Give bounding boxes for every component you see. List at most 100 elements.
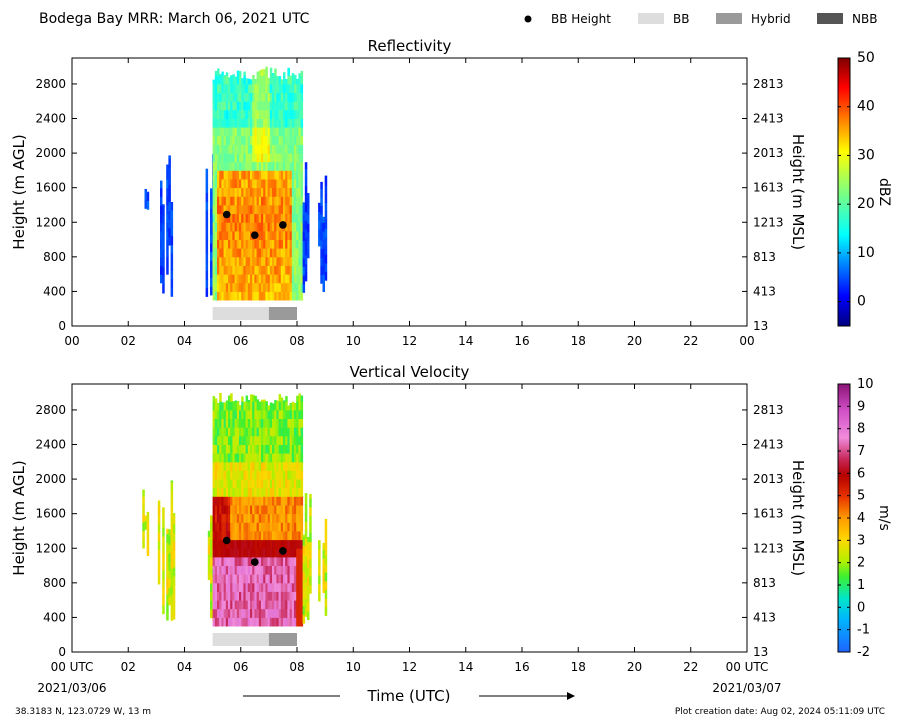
echo-cell (241, 617, 244, 627)
echo-cell (221, 109, 224, 119)
panel-title: Vertical Velocity (350, 363, 470, 381)
x-tick-label: 08 (289, 660, 304, 674)
echo-cell (228, 196, 231, 206)
echo-cell (291, 427, 295, 437)
echo-cell (274, 427, 277, 437)
echo-cell (287, 479, 290, 489)
echo-cell (261, 399, 264, 402)
echo-cell (234, 135, 238, 145)
echo-cell (296, 401, 299, 411)
echo-cell (261, 487, 264, 497)
echo-cell (280, 539, 284, 549)
echo-cell (291, 75, 295, 85)
echo-cell (212, 230, 216, 240)
echo-cell (254, 479, 257, 489)
echo-cell (172, 532, 176, 542)
echo-cell (230, 127, 233, 137)
echo-cell (307, 249, 310, 259)
echo-cell (269, 101, 273, 111)
echo-cell (217, 118, 220, 128)
bb-height-point (279, 221, 287, 229)
echo-cell (236, 256, 240, 266)
echo-cell (285, 453, 288, 463)
echo-cell (212, 582, 216, 592)
echo-cell (265, 161, 268, 171)
echo-cell (298, 239, 301, 249)
echo-cell (214, 274, 218, 284)
echo-cell (280, 274, 284, 284)
echo-cell (241, 582, 244, 592)
echo-cell (296, 531, 299, 541)
echo-cell (322, 549, 325, 559)
echo-cell (243, 522, 246, 532)
echo-cell (223, 196, 227, 206)
echo-cell (170, 611, 174, 621)
echo-cell (223, 291, 227, 301)
echo-cell (261, 222, 264, 232)
echo-cell (232, 556, 235, 566)
echo-cell (239, 479, 242, 489)
echo-cell (265, 144, 268, 154)
echo-cell (230, 531, 233, 541)
echo-cell (267, 282, 271, 292)
echo-cell (223, 435, 227, 445)
echo-cell (212, 427, 216, 437)
echo-cell (212, 531, 216, 541)
echo-cell (168, 184, 171, 194)
echo-cell (217, 470, 220, 480)
echo-cell (232, 127, 235, 137)
echo-cell (212, 539, 216, 549)
echo-cell (236, 153, 240, 163)
y-tick-label: 2800 (35, 77, 66, 91)
echo-cell (241, 239, 244, 249)
echo-cell (219, 274, 222, 284)
x-tick-label: 10 (346, 660, 361, 674)
echo-cell (278, 170, 282, 180)
echo-cell (219, 179, 222, 189)
echo-cell (254, 444, 257, 454)
echo-cell (212, 617, 216, 627)
echo-cell (300, 256, 304, 266)
echo-cell (287, 427, 290, 437)
echo-cell (263, 444, 266, 454)
echo-cell (298, 265, 301, 275)
echo-cell (210, 188, 213, 192)
echo-cell (239, 248, 242, 258)
echo-cell (239, 531, 242, 541)
echo-cell (212, 222, 216, 232)
echo-cell (214, 127, 218, 137)
echo-cell (318, 592, 321, 602)
echo-cell (269, 539, 273, 549)
echo-cell (285, 617, 288, 627)
echo-cell (291, 256, 295, 266)
echo-cell (236, 435, 240, 445)
echo-cell (300, 461, 304, 471)
echo-cell (296, 265, 299, 275)
echo-cell (221, 453, 224, 463)
echo-cell (263, 196, 266, 206)
echo-cell (287, 92, 290, 102)
echo-cell (221, 248, 224, 258)
echo-cell (247, 78, 251, 85)
echo-cell (258, 83, 262, 93)
echo-cell (269, 109, 273, 119)
echo-cell (289, 127, 293, 137)
echo-cell (250, 479, 253, 489)
echo-cell (263, 291, 266, 301)
echo-cell (223, 565, 227, 575)
echo-cell (234, 109, 238, 119)
echo-cell (243, 118, 246, 128)
echo-cell (298, 548, 301, 558)
echo-cell (283, 531, 286, 541)
echo-cell (280, 435, 284, 445)
echo-cell (285, 479, 288, 489)
echo-cell (269, 205, 273, 215)
echo-cell (324, 245, 328, 255)
echo-cell (289, 435, 293, 445)
echo-cell (168, 155, 171, 160)
echo-cell (205, 270, 209, 280)
echo-cell (278, 291, 282, 301)
echo-cell (263, 617, 266, 627)
colorbar-tick-label: 40 (857, 99, 875, 115)
